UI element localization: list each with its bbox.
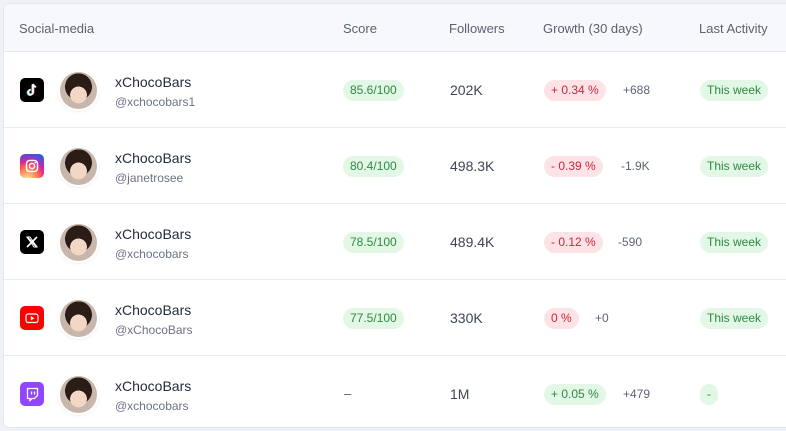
- score-badge: 85.6/100: [343, 80, 404, 101]
- score-badge: 77.5/100: [343, 308, 404, 329]
- avatar: [60, 300, 97, 337]
- table-row[interactable]: xChocoBars @xchocobars – 1M + 0.05 % +47…: [4, 356, 786, 427]
- table-row[interactable]: xChocoBars @xchocobars1 85.6/100 202K + …: [4, 52, 786, 128]
- followers-count: 489.4K: [450, 234, 495, 250]
- followers-count: 498.3K: [450, 158, 495, 174]
- x-icon: [20, 230, 44, 254]
- profile-handle: @xchocobars1: [115, 95, 196, 109]
- header-social-media[interactable]: Social-media: [19, 21, 95, 36]
- avatar: [60, 72, 97, 109]
- header-growth[interactable]: Growth (30 days): [543, 21, 643, 36]
- growth-percent-badge: - 0.39 %: [544, 156, 603, 177]
- tiktok-icon: [20, 78, 44, 102]
- social-media-table: Social-media Score Followers Growth (30 …: [3, 3, 786, 428]
- avatar: [60, 224, 97, 261]
- growth-percent-badge: 0 %: [544, 308, 579, 329]
- instagram-icon: [20, 154, 44, 178]
- last-activity-badge: This week: [700, 308, 769, 329]
- growth-absolute: -590: [618, 235, 643, 249]
- header-last-activity[interactable]: Last Activity: [699, 21, 768, 36]
- followers-count: 330K: [450, 310, 483, 326]
- growth-absolute: -1.9K: [621, 159, 650, 173]
- twitch-icon: [20, 382, 44, 406]
- profile-name[interactable]: xChocoBars: [115, 302, 192, 318]
- last-activity-badge: -: [700, 384, 718, 405]
- growth-percent-badge: + 0.34 %: [544, 80, 606, 101]
- profile-handle: @xChocoBars: [115, 323, 193, 337]
- growth-absolute: +479: [623, 387, 651, 401]
- last-activity-badge: This week: [700, 232, 769, 253]
- table-row[interactable]: xChocoBars @janetrosee 80.4/100 498.3K -…: [4, 128, 786, 204]
- profile-name[interactable]: xChocoBars: [115, 378, 192, 394]
- avatar: [60, 376, 97, 413]
- score-badge: 78.5/100: [343, 232, 404, 253]
- profile-name[interactable]: xChocoBars: [115, 150, 192, 166]
- profile-name[interactable]: xChocoBars: [115, 226, 192, 242]
- score-empty: –: [344, 386, 352, 401]
- growth-percent-badge: - 0.12 %: [544, 232, 603, 253]
- profile-handle: @xchocobars: [115, 247, 189, 261]
- table-header: Social-media Score Followers Growth (30 …: [4, 4, 786, 52]
- last-activity-badge: This week: [700, 156, 769, 177]
- table-row[interactable]: xChocoBars @xChocoBars 77.5/100 330K 0 %…: [4, 280, 786, 356]
- header-score[interactable]: Score: [343, 21, 377, 36]
- header-followers[interactable]: Followers: [449, 21, 505, 36]
- profile-handle: @xchocobars: [115, 399, 189, 413]
- followers-count: 1M: [450, 386, 470, 402]
- profile-name[interactable]: xChocoBars: [115, 74, 192, 90]
- table-row[interactable]: xChocoBars @xchocobars 78.5/100 489.4K -…: [4, 204, 786, 280]
- score-badge: 80.4/100: [343, 156, 404, 177]
- avatar: [60, 148, 97, 185]
- growth-absolute: +688: [623, 83, 651, 97]
- youtube-icon: [20, 306, 44, 330]
- last-activity-badge: This week: [700, 80, 769, 101]
- followers-count: 202K: [450, 82, 483, 98]
- profile-handle: @janetrosee: [115, 171, 184, 185]
- growth-absolute: +0: [595, 311, 609, 325]
- growth-percent-badge: + 0.05 %: [544, 384, 606, 405]
